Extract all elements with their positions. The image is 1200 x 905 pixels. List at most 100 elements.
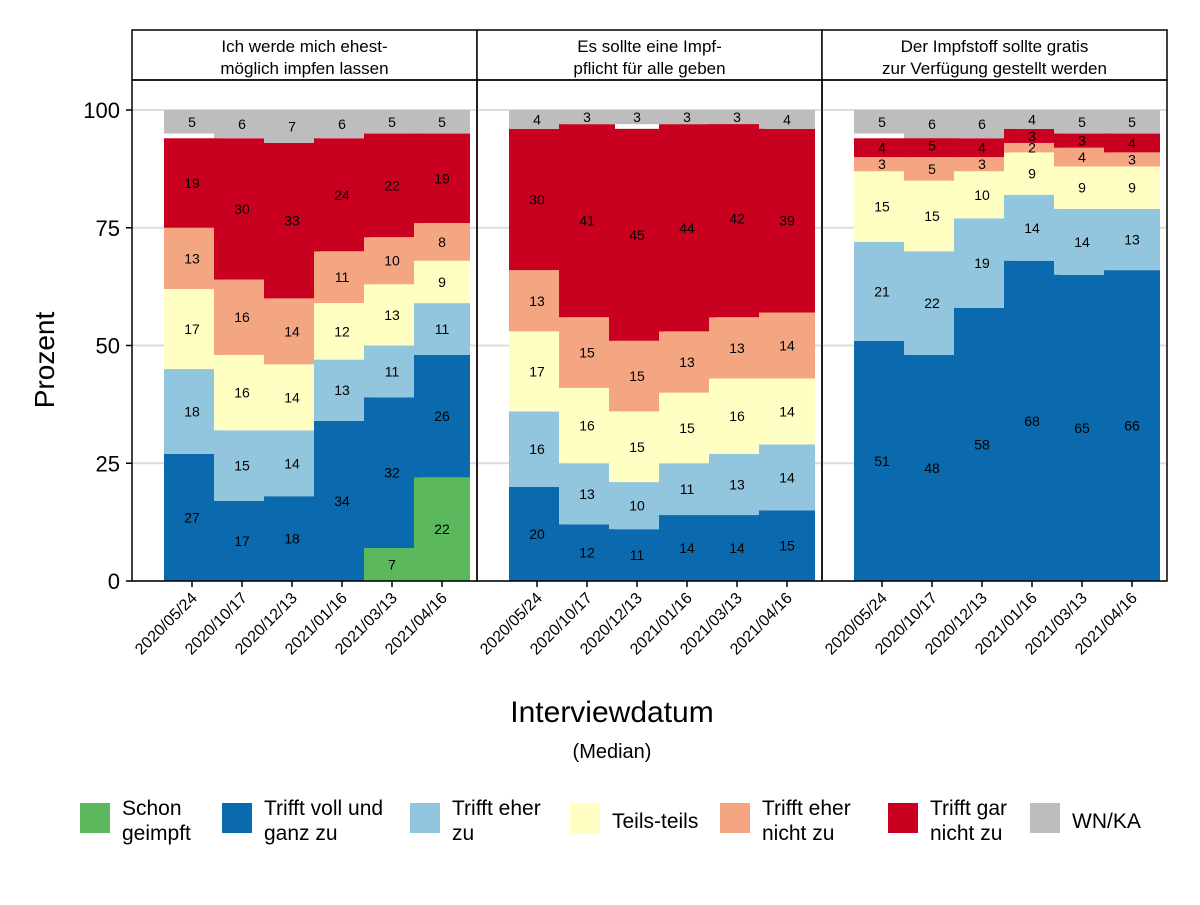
data-label: 15 (679, 420, 695, 436)
bar-segment-wnka (609, 110, 665, 125)
data-label: 15 (779, 538, 795, 554)
bar-segment-wnka (759, 110, 815, 129)
panel-title: Der Impfstoff sollte gratis (901, 37, 1089, 56)
data-label: 5 (1128, 114, 1136, 130)
data-label: 39 (779, 213, 795, 229)
data-label: 19 (974, 255, 990, 271)
bar-segment-teils (1004, 152, 1060, 195)
bar-segment-wnka (214, 110, 270, 139)
data-label: 22 (924, 295, 940, 311)
bar-segment-garnicht (659, 124, 715, 332)
data-label: 13 (729, 340, 745, 356)
data-label: 42 (729, 210, 745, 226)
data-label: 16 (579, 418, 595, 434)
bar-segment-wnka (904, 110, 960, 139)
bar-segment-garnicht (759, 128, 815, 313)
legend-label: Trifft eher (452, 797, 541, 820)
bar-segment-eher (609, 482, 665, 530)
y-tick-label: 50 (96, 334, 120, 359)
bar-segment-wnka (364, 110, 420, 134)
bar-segment-voll (759, 510, 815, 581)
bar-segment-teils (314, 303, 370, 360)
data-label: 51 (874, 453, 890, 469)
bar-segment-ehernicht (1004, 142, 1060, 153)
data-label: 4 (1028, 111, 1036, 127)
data-label: 12 (334, 323, 350, 339)
bar-segment-wnka (164, 110, 220, 134)
bar-segment-teils (609, 411, 665, 483)
data-label: 3 (878, 156, 886, 172)
bar-segment-ehernicht (214, 279, 270, 355)
data-label: 9 (438, 274, 446, 290)
bar-segment-teils (904, 180, 960, 252)
data-label: 13 (334, 382, 350, 398)
bar-segment-ehernicht (264, 298, 320, 365)
data-label: 30 (529, 191, 545, 207)
bar-segment-eher (709, 453, 765, 516)
data-label: 4 (1078, 149, 1086, 165)
legend-label: geimpft (122, 822, 191, 845)
bar-segment-garnicht (709, 119, 765, 318)
data-label: 3 (1128, 151, 1136, 167)
data-label: 13 (1124, 232, 1140, 248)
data-label: 6 (928, 116, 936, 132)
bar-segment-voll (164, 453, 220, 581)
bar-segment-garnicht (314, 138, 370, 252)
legend-label: Trifft voll und (264, 797, 383, 820)
bar-segment-geimpft (414, 477, 470, 581)
data-label: 20 (529, 526, 545, 542)
panel-strip (821, 29, 1168, 81)
panel-title: möglich impfen lassen (220, 59, 388, 78)
data-label: 19 (434, 170, 450, 186)
bar-segment-ehernicht (854, 157, 910, 172)
bar-segment-wnka (314, 110, 370, 139)
data-label: 17 (184, 321, 200, 337)
bar-segment-eher (659, 463, 715, 516)
bar-segment-eher (414, 303, 470, 355)
bar-segment-voll (954, 307, 1010, 581)
bar-segment-wnka (659, 110, 715, 125)
bar-segment-geimpft (364, 548, 420, 581)
data-label: 3 (733, 109, 741, 125)
legend-label: Schon (122, 797, 182, 820)
data-label: 11 (335, 269, 350, 285)
legend-swatch-wnka (1030, 803, 1060, 833)
data-label: 41 (579, 213, 595, 229)
data-label: 9 (1128, 180, 1136, 196)
bar-segment-ehernicht (1054, 147, 1110, 167)
data-label: 11 (435, 321, 450, 337)
bar-segment-eher (314, 359, 370, 421)
data-label: 16 (234, 309, 250, 325)
bar-segment-teils (954, 171, 1010, 219)
data-label: 13 (529, 293, 545, 309)
legend-swatch-geimpft (80, 803, 110, 833)
data-label: 22 (384, 177, 400, 193)
bar-segment-eher (559, 463, 615, 525)
bar-segment-eher (364, 345, 420, 398)
bar-segment-teils (214, 354, 270, 431)
data-label: 68 (1024, 413, 1040, 429)
data-label: 14 (779, 469, 795, 485)
panel-title: pflicht für alle geben (573, 59, 725, 78)
bar-segment-eher (759, 444, 815, 511)
panel-title: Ich werde mich ehest- (221, 37, 387, 56)
bar-segment-voll (314, 420, 370, 581)
data-label: 5 (928, 161, 936, 177)
bar-segment-garnicht (954, 138, 1010, 158)
data-label: 58 (974, 436, 990, 452)
bar-segment-garnicht (559, 124, 615, 318)
data-label: 17 (529, 363, 545, 379)
data-label: 15 (579, 345, 595, 361)
bar-segment-teils (559, 387, 615, 464)
data-label: 26 (434, 408, 450, 424)
bar-segment-garnicht (904, 133, 960, 158)
bar-segment-wnka (1004, 110, 1060, 129)
bar-segment-eher (264, 430, 320, 497)
data-label: 3 (978, 156, 986, 172)
panel-frame (821, 79, 1168, 582)
data-label: 5 (1078, 114, 1086, 130)
legend-label: zu (452, 822, 474, 845)
x-axis-sublabel: (Median) (573, 741, 652, 763)
panel-title: Es sollte eine Impf- (577, 37, 722, 56)
